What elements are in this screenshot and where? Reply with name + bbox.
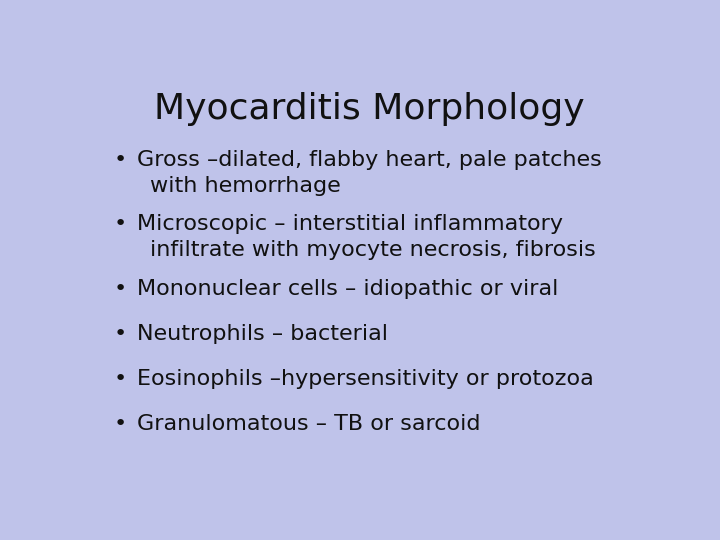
Text: Microscopic – interstitial inflammatory: Microscopic – interstitial inflammatory [138, 214, 564, 234]
Text: Granulomatous – TB or sarcoid: Granulomatous – TB or sarcoid [138, 414, 481, 434]
Text: Myocarditis Morphology: Myocarditis Morphology [153, 92, 585, 126]
Text: Gross –dilated, flabby heart, pale patches: Gross –dilated, flabby heart, pale patch… [138, 150, 602, 170]
Text: •: • [114, 324, 127, 344]
Text: infiltrate with myocyte necrosis, fibrosis: infiltrate with myocyte necrosis, fibros… [150, 240, 596, 260]
Text: •: • [114, 369, 127, 389]
Text: Neutrophils – bacterial: Neutrophils – bacterial [138, 324, 388, 344]
Text: •: • [114, 414, 127, 434]
Text: •: • [114, 279, 127, 299]
Text: Eosinophils –hypersensitivity or protozoa: Eosinophils –hypersensitivity or protozo… [138, 369, 594, 389]
Text: •: • [114, 150, 127, 170]
Text: •: • [114, 214, 127, 234]
Text: with hemorrhage: with hemorrhage [150, 176, 341, 196]
Text: Mononuclear cells – idiopathic or viral: Mononuclear cells – idiopathic or viral [138, 279, 559, 299]
